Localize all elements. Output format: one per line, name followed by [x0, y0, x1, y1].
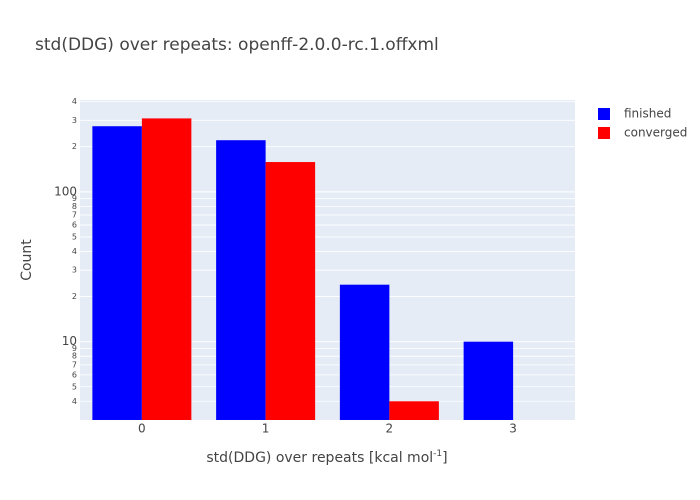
bar — [265, 162, 316, 420]
x-label-text: std(DDG) over repeats [kcal mol — [206, 450, 433, 466]
legend-label: converged — [624, 126, 687, 140]
x-tick-label: 2 — [386, 422, 394, 436]
bar — [389, 401, 439, 420]
bar — [339, 284, 390, 420]
legend-swatch — [598, 127, 610, 139]
y-tick-label: 3 — [72, 266, 77, 275]
y-tick-label: 6 — [72, 370, 77, 379]
y-tick-label: 100 — [54, 184, 77, 198]
legend-swatch — [598, 108, 610, 120]
x-tick-label: 1 — [262, 422, 270, 436]
y-tick-label: 9 — [72, 194, 77, 203]
bar — [141, 118, 192, 420]
y-tick-label: 8 — [72, 202, 77, 211]
bar — [92, 126, 142, 421]
y-tick-label: 3 — [72, 116, 77, 125]
bar — [463, 341, 514, 420]
legend-label: finished — [624, 107, 671, 121]
y-tick-label: 6 — [72, 221, 77, 230]
y-tick-label: 8 — [72, 352, 77, 361]
y-tick-label: 4 — [72, 247, 77, 256]
y-tick-label: 10 — [62, 334, 77, 348]
y-tick-label: 5 — [72, 232, 77, 241]
chart-title: std(DDG) over repeats: openff-2.0.0-rc.1… — [35, 35, 439, 55]
bar — [216, 140, 266, 420]
y-tick-label: 4 — [72, 397, 77, 406]
y-tick-label: 2 — [72, 292, 77, 301]
x-axis-label: std(DDG) over repeats [kcal mol-1] — [206, 449, 447, 467]
y-tick-label: 5 — [72, 382, 77, 391]
y-tick-label: 7 — [72, 211, 77, 220]
y-tick-label: 4 — [72, 97, 77, 106]
x-label-tail: ] — [442, 450, 447, 466]
x-tick-label: 3 — [509, 422, 517, 436]
y-tick-label: 9 — [72, 344, 77, 353]
y-tick-label: 2 — [72, 142, 77, 151]
y-axis-label: Count — [19, 239, 35, 281]
x-tick-label: 0 — [138, 422, 146, 436]
y-tick-label: 7 — [72, 360, 77, 369]
x-label-sup: -1 — [433, 449, 442, 459]
